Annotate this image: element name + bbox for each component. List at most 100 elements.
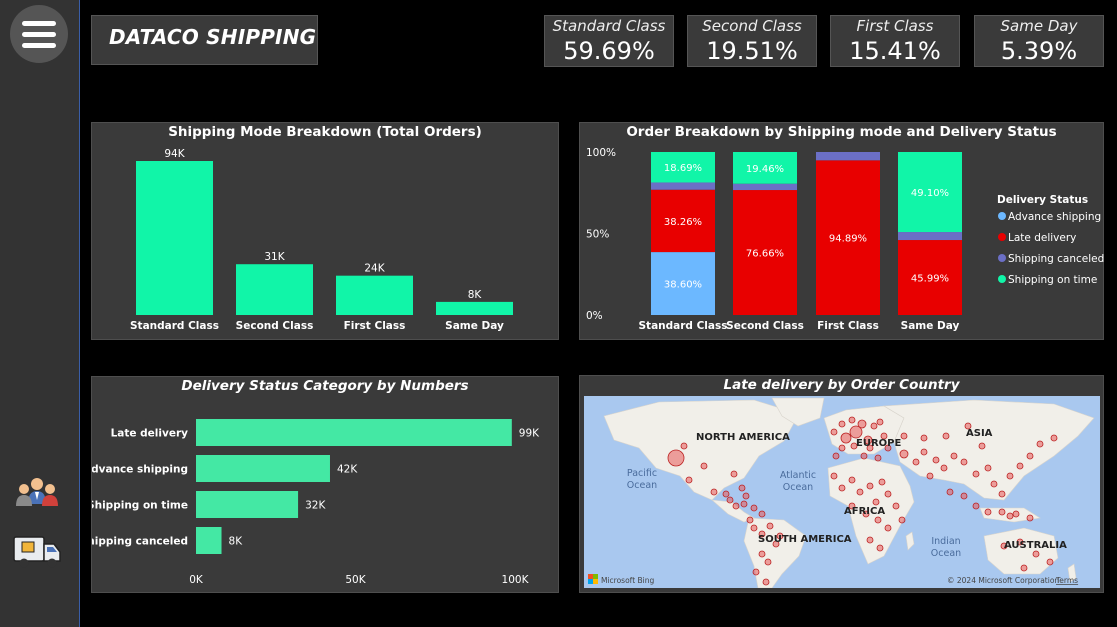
delivery-status-chart-panel[interactable]: Delivery Status Category by Numbers 99K L… (91, 376, 559, 593)
late-delivery-marker (972, 502, 980, 510)
y-tick-label: Shipping on time (92, 500, 188, 512)
late-delivery-marker (726, 496, 734, 504)
late-delivery-marker (746, 516, 754, 524)
late-delivery-marker (832, 452, 840, 460)
chart-title: Shipping Mode Breakdown (Total Orders) (168, 124, 482, 140)
late-delivery-marker (878, 478, 886, 486)
late-delivery-marker (772, 540, 780, 548)
customers-icon[interactable] (14, 474, 60, 510)
delivery-truck-icon[interactable] (12, 532, 62, 570)
kpi-value: 5.39% (1000, 37, 1078, 65)
menu-icon (22, 21, 56, 26)
late-delivery-marker (750, 524, 758, 532)
late-delivery-marker (876, 544, 884, 552)
late-delivery-marker (950, 452, 958, 460)
late-delivery-marker (857, 419, 867, 429)
bar (436, 301, 513, 315)
x-tick-label: Standard Class (130, 320, 219, 332)
late-delivery-marker (874, 454, 882, 462)
stack-segment (651, 182, 715, 190)
y-tick-label: Late delivery (111, 428, 189, 440)
data-label: 8K (229, 536, 244, 548)
bar (196, 419, 512, 446)
y-tick-label: 100% (586, 147, 616, 159)
late-delivery-marker (899, 449, 909, 459)
map-terms-link[interactable]: Terms (1055, 576, 1078, 585)
africa-land (827, 457, 915, 565)
sidebar (0, 0, 80, 627)
stack-segment (898, 152, 962, 233)
late-delivery-marker (898, 516, 906, 524)
y-tick-label: Shipping canceled (92, 536, 188, 548)
x-tick-label: Standard Class (639, 320, 728, 332)
bar (196, 527, 222, 554)
data-label: 32K (305, 500, 326, 512)
stack-segment (733, 190, 797, 315)
late-delivery-marker (667, 449, 685, 467)
kpi-card-second-class: Second Class 19.51% (687, 15, 817, 67)
late-delivery-marker (1050, 434, 1058, 442)
order-breakdown-chart-panel[interactable]: Order Breakdown by Shipping mode and Del… (579, 122, 1104, 340)
late-delivery-marker (732, 502, 740, 510)
stack-segment (651, 252, 715, 315)
bar (236, 264, 313, 315)
legend-item: Shipping on time (1008, 274, 1097, 286)
late-delivery-marker (912, 458, 920, 466)
late-delivery-marker (884, 490, 892, 498)
legend-marker (998, 233, 1006, 241)
stack-segment (733, 183, 797, 191)
world-map[interactable]: NORTH AMERICA SOUTH AMERICA EUROPE AFRICA AS… (584, 396, 1100, 588)
stack-segment (651, 152, 715, 183)
stack-segment (898, 232, 962, 241)
south-america-label: SOUTH AMERICA (758, 534, 852, 545)
europe-label: EUROPE (856, 438, 901, 449)
map-copyright: © 2024 Microsoft Corporation (947, 576, 1059, 585)
late-delivery-marker (866, 444, 874, 452)
late-delivery-marker (876, 418, 884, 426)
late-delivery-marker (849, 425, 863, 439)
bing-logo-icon (593, 579, 598, 584)
data-label: 24K (364, 263, 385, 275)
menu-button[interactable] (10, 5, 68, 63)
late-delivery-map-panel[interactable]: Late delivery by Order Country NORTH AME… (579, 375, 1104, 593)
late-delivery-marker (866, 536, 874, 544)
bing-logo-icon (593, 574, 598, 579)
data-label: 94K (164, 148, 185, 160)
late-delivery-marker (862, 510, 870, 518)
late-delivery-marker (1000, 542, 1008, 550)
bar (136, 161, 213, 315)
late-delivery-marker (722, 490, 730, 498)
pacific-ocean-label: Pacific Ocean (627, 468, 657, 491)
chart-title: Order Breakdown by Shipping mode and Del… (626, 124, 1057, 140)
madagascar-land (905, 531, 915, 551)
atlantic-ocean-label: Atlantic Ocean (780, 470, 816, 493)
late-delivery-marker (960, 458, 968, 466)
late-delivery-marker (838, 444, 846, 452)
new-zealand-land (1067, 563, 1077, 583)
dashboard-title-box: DATACO SHIPPING (91, 15, 318, 65)
late-delivery-marker (1016, 538, 1024, 546)
kpi-label: Standard Class (552, 17, 666, 35)
late-delivery-marker (1036, 440, 1044, 448)
legend-title: Delivery Status (997, 194, 1088, 206)
late-delivery-marker (860, 452, 868, 460)
late-delivery-marker (740, 500, 748, 508)
shipping-mode-chart-panel[interactable]: Shipping Mode Breakdown (Total Orders) 9… (91, 122, 559, 340)
late-delivery-marker (840, 432, 852, 444)
late-delivery-marker (856, 488, 864, 496)
bar (196, 491, 299, 518)
late-delivery-marker (764, 558, 772, 566)
late-delivery-marker (863, 435, 873, 445)
late-delivery-marker (932, 456, 940, 464)
kpi-label: First Class (856, 17, 934, 35)
kpi-card-standard-class: Standard Class 59.69% (544, 15, 674, 67)
stack-segment (733, 152, 797, 184)
stack-segment (816, 152, 880, 161)
late-delivery-marker (984, 508, 992, 516)
late-delivery-marker (866, 482, 874, 490)
data-label: 99K (519, 428, 540, 440)
late-delivery-marker (998, 490, 1006, 498)
late-delivery-marker (680, 442, 688, 450)
late-delivery-marker (738, 484, 746, 492)
late-delivery-marker (884, 444, 892, 452)
